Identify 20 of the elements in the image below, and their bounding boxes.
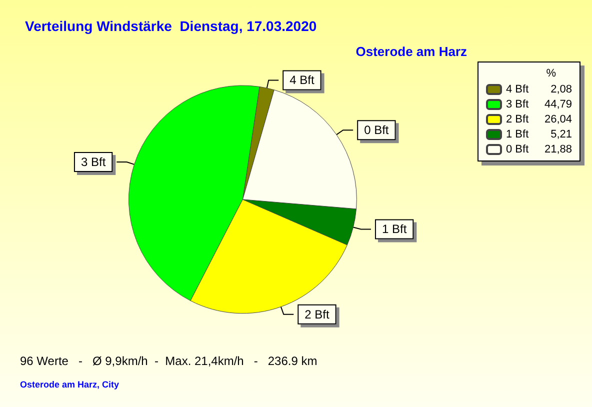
slice-label: 3 Bft: [80, 154, 106, 169]
legend-label: 0 Bft: [506, 144, 529, 156]
legend-label: 1 Bft: [506, 128, 529, 140]
legend-label: 2 Bft: [506, 114, 529, 126]
data-label: 44,79: [544, 98, 572, 110]
data-label: 26,04: [544, 114, 572, 126]
data-label: 2,08: [550, 84, 572, 96]
chart-title: Verteilung Windstärke Dienstag, 17.03.2020: [25, 18, 317, 34]
slice-label: 4 Bft: [290, 73, 315, 88]
text: Osterode am Harz, City: [20, 380, 120, 390]
text: 96 Werte - Ø 9,9km/h - Max. 21,4km/h - 236.9 km: [20, 354, 318, 368]
legend-title: %: [546, 68, 556, 80]
legend-label: 4 Bft: [506, 84, 529, 96]
legend-label: 3 Bft: [506, 98, 529, 110]
slice-label: 2 Bft: [304, 307, 330, 322]
slice-label: 1 Bft: [382, 222, 408, 236]
slice-label: 0 Bft: [364, 123, 390, 138]
data-label: 5,21: [550, 128, 572, 140]
data-label: 21,88: [544, 144, 572, 156]
chart-subtitle: Osterode am Harz: [356, 44, 468, 59]
